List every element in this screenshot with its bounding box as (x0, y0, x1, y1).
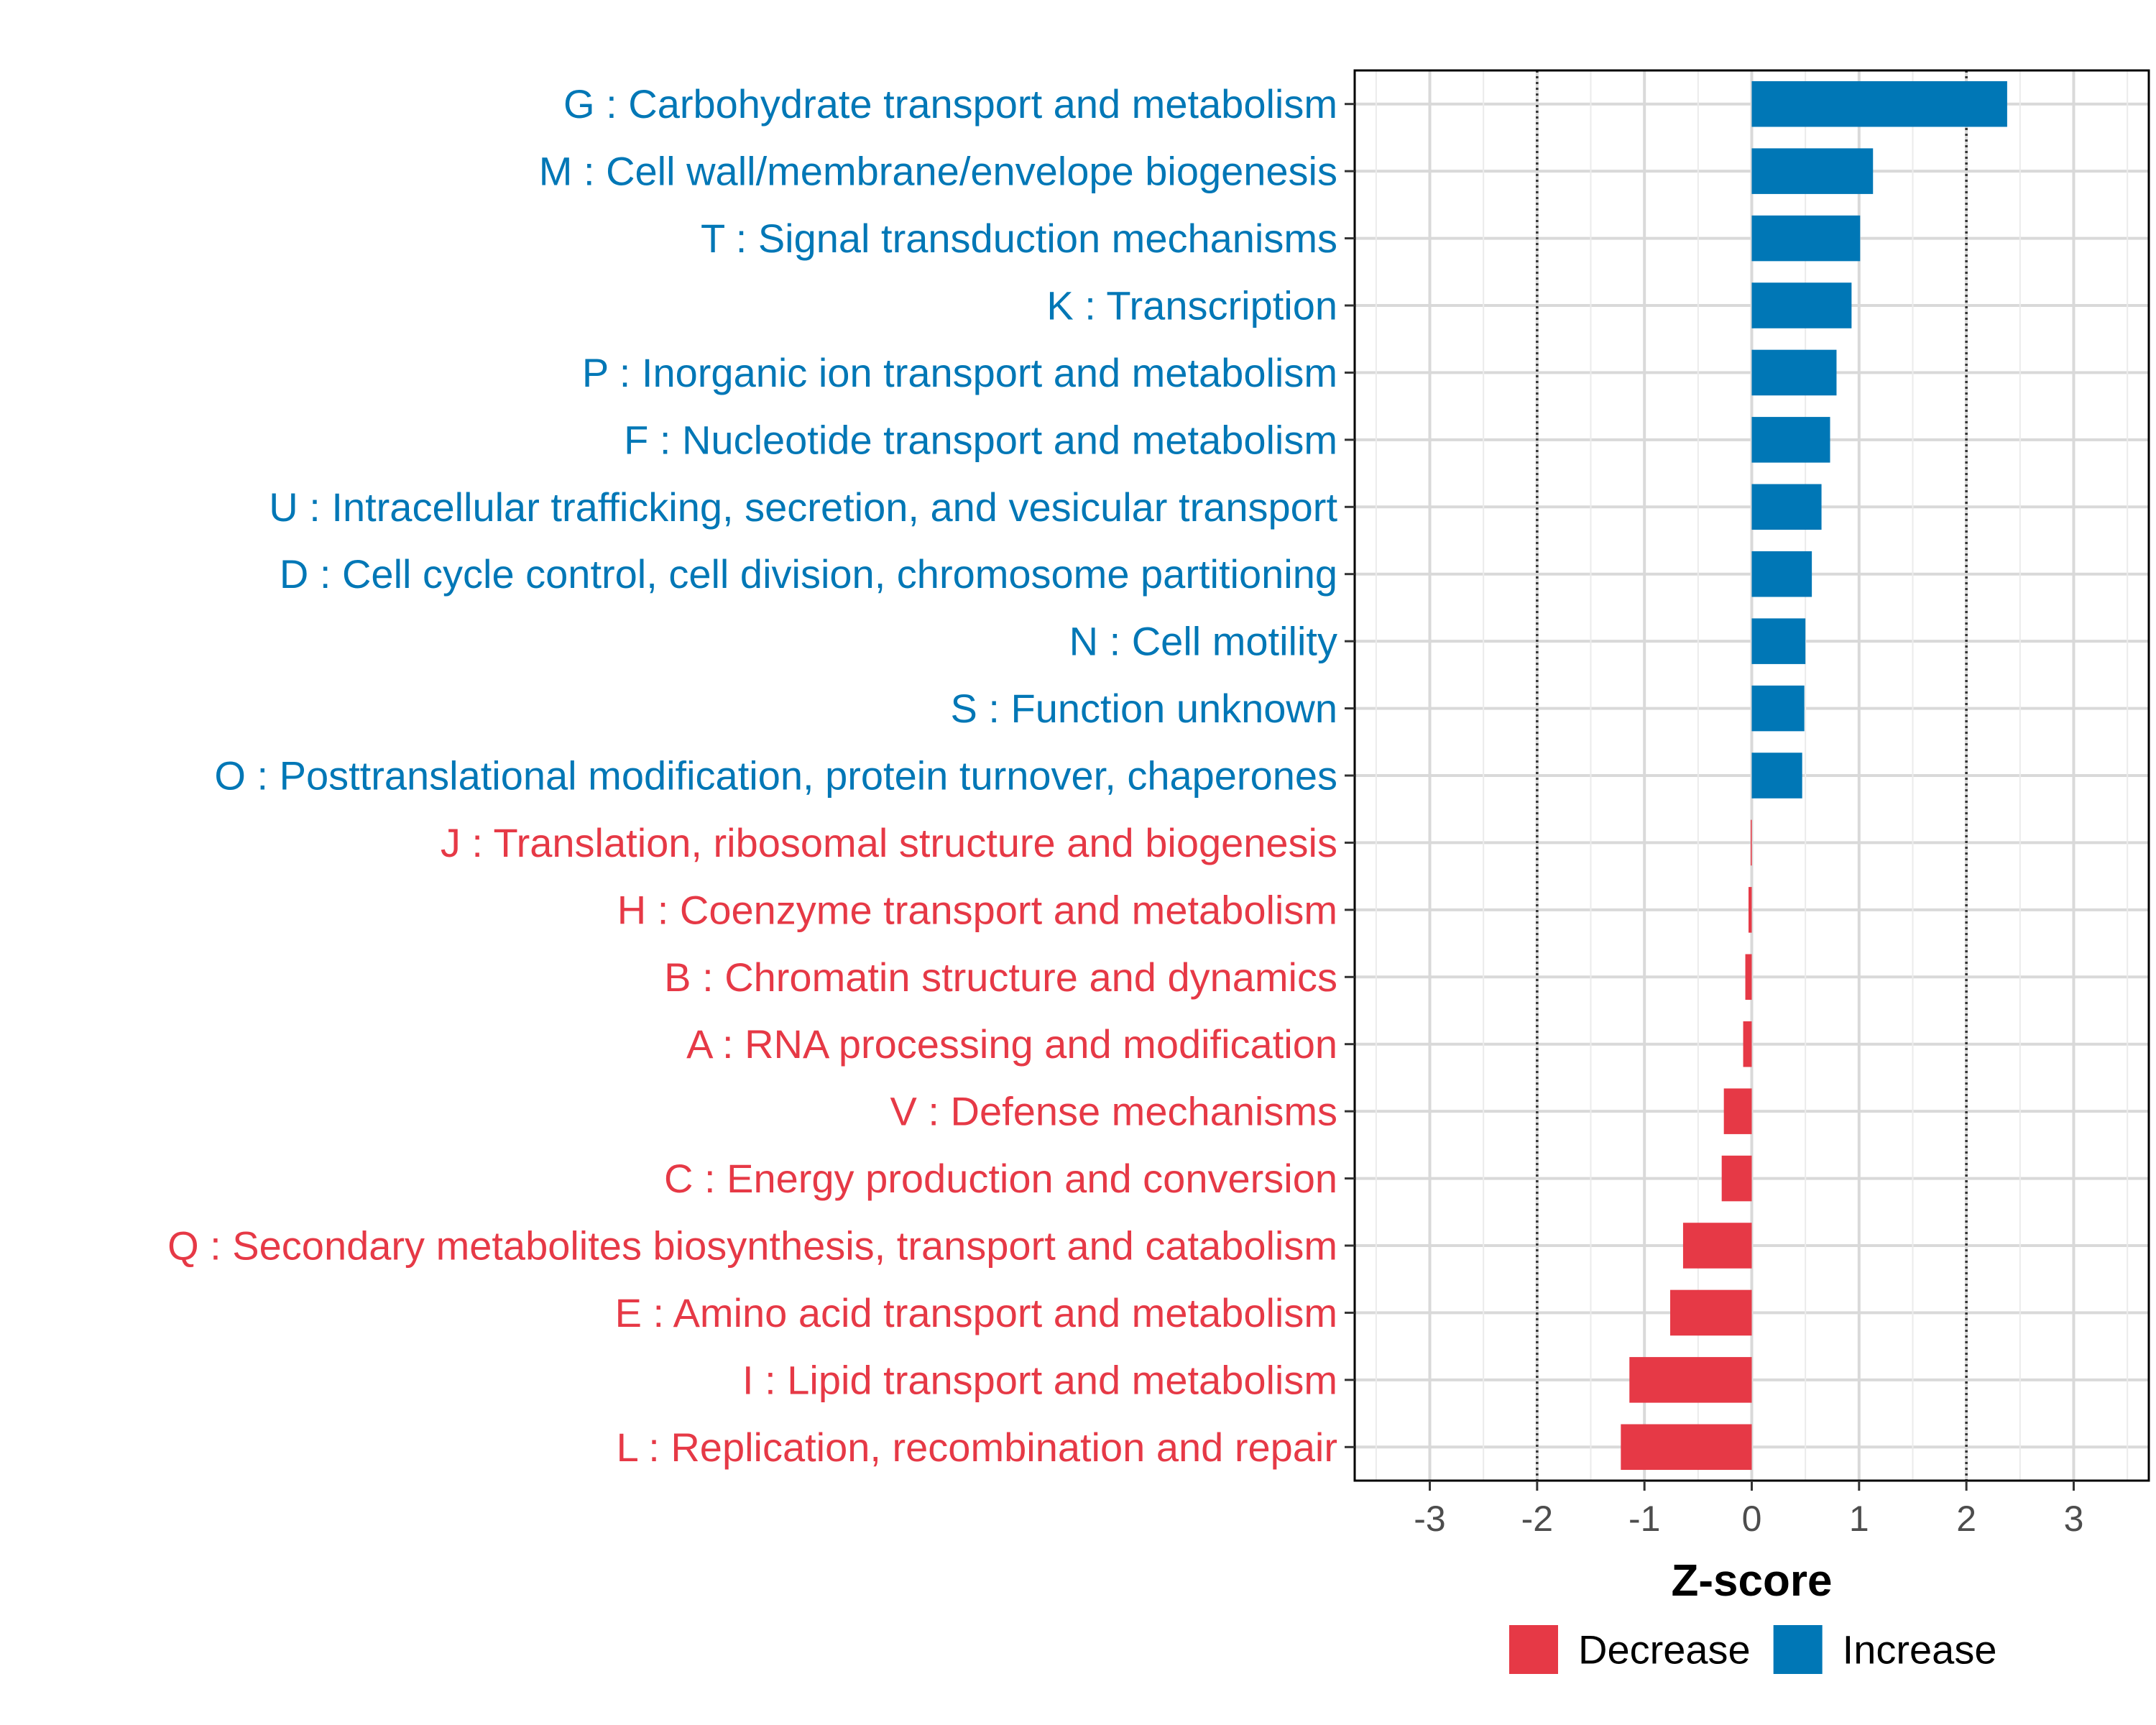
x-tick-label: -1 (1628, 1499, 1660, 1539)
bar (1751, 349, 1837, 396)
x-tick-label: 3 (2064, 1499, 2084, 1539)
y-tick-label: L : Replication, recombination and repai… (617, 1425, 1337, 1470)
y-tick-label: H : Coenzyme transport and metabolism (617, 887, 1337, 932)
bar (1721, 1155, 1752, 1202)
bar (1621, 1424, 1752, 1471)
x-tick-label: 2 (1956, 1499, 1976, 1539)
legend-swatch (1773, 1625, 1823, 1674)
x-tick-label: -3 (1414, 1499, 1445, 1539)
bar (1751, 215, 1861, 262)
y-tick-label: T : Signal transduction mechanisms (701, 216, 1337, 261)
bar (1751, 282, 1852, 328)
legend-label: Increase (1843, 1627, 1997, 1673)
bar (1749, 887, 1752, 933)
y-tick-label: N : Cell motility (1069, 619, 1337, 664)
bar (1682, 1223, 1752, 1269)
legend-swatch (1509, 1625, 1558, 1674)
bars (1621, 80, 2007, 1471)
y-tick-label: A : RNA processing and modification (686, 1021, 1337, 1067)
y-tick-label: P : Inorganic ion transport and metaboli… (582, 350, 1337, 395)
x-tick-label: -2 (1521, 1499, 1553, 1539)
y-tick-label: E : Amino acid transport and metabolism (615, 1290, 1337, 1335)
legend: Decrease Increase (1509, 1625, 1996, 1674)
bar (1751, 417, 1830, 463)
x-tick-label: 1 (1849, 1499, 1869, 1539)
bar (1751, 80, 2007, 127)
legend-label: Decrease (1578, 1627, 1751, 1673)
bar (1751, 819, 1752, 866)
bar (1751, 484, 1822, 530)
y-tick-label: S : Function unknown (950, 686, 1337, 731)
bar (1751, 753, 1802, 799)
bar (1743, 1021, 1752, 1067)
y-tick-label: D : Cell cycle control, cell division, c… (280, 551, 1337, 597)
y-tick-label: K : Transcription (1046, 283, 1337, 328)
y-tick-label: V : Defense mechanisms (890, 1089, 1337, 1134)
y-tick-label: O : Posttranslational modification, prot… (214, 753, 1337, 799)
bar (1670, 1289, 1752, 1336)
y-tick-label: Q : Secondary metabolites biosynthesis, … (167, 1223, 1337, 1269)
y-tick-label: B : Chromatin structure and dynamics (664, 954, 1337, 1000)
y-tick-label: U : Intracellular trafficking, secretion… (269, 484, 1337, 530)
y-tick-label: M : Cell wall/membrane/envelope biogenes… (539, 149, 1337, 194)
y-tick-label: G : Carbohydrate transport and metabolis… (563, 81, 1337, 126)
bar (1751, 685, 1805, 732)
y-tick-label: C : Energy production and conversion (664, 1156, 1337, 1201)
y-tick-label: I : Lipid transport and metabolism (742, 1357, 1337, 1402)
x-axis-ticks: -3 -2 -1 0 1 2 3 (1414, 1481, 2083, 1539)
bar (1629, 1357, 1752, 1403)
bar (1723, 1088, 1752, 1134)
bar (1751, 551, 1812, 597)
y-tick-label: F : Nucleotide transport and metabolism (624, 417, 1337, 462)
bar (1751, 618, 1806, 664)
x-tick-label: 0 (1742, 1499, 1762, 1539)
bar (1745, 954, 1752, 1000)
bar (1751, 148, 1874, 194)
y-tick-label: J : Translation, ribosomal structure and… (441, 820, 1337, 865)
x-axis-title: Z-score (1672, 1556, 1833, 1606)
y-axis-ticks: G : Carbohydrate transport and metabolis… (167, 81, 1355, 1470)
